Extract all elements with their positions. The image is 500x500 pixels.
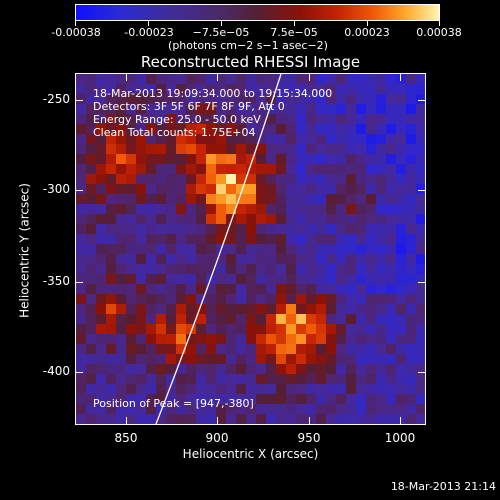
plot-title: Reconstructed RHESSI Image <box>140 53 361 71</box>
y-tick <box>75 372 83 373</box>
rhessi-image <box>76 74 425 424</box>
colorbar-tick-label: 0.00023 <box>344 26 390 39</box>
x-tick <box>400 73 401 81</box>
x-tick <box>126 417 127 425</box>
colorbar-tick <box>221 21 222 26</box>
x-tick <box>309 417 310 425</box>
colorbar-tick <box>367 21 368 26</box>
x-tick-label: 900 <box>205 431 229 445</box>
x-tick <box>217 73 218 81</box>
colorbar-units: (photons cm−2 s−1 asec−2) <box>168 39 328 52</box>
annotation-peak: Position of Peak = [947,-380] <box>93 397 254 410</box>
colorbar-tick-label: −7.5e−05 <box>192 26 250 39</box>
colorbar <box>75 4 440 21</box>
x-tick <box>126 73 127 81</box>
y-tick <box>75 100 83 101</box>
annotation-clean: Clean Total counts: 1.75E+04 <box>93 126 256 139</box>
footer-timestamp: 18-Mar-2013 21:14 <box>390 480 496 493</box>
y-tick-label: -250 <box>42 92 70 106</box>
solar-limb-line <box>155 74 282 424</box>
y-tick <box>75 190 83 191</box>
x-tick <box>400 417 401 425</box>
y-tick <box>418 190 426 191</box>
y-tick <box>75 282 83 283</box>
colorbar-tick <box>439 21 440 26</box>
y-tick-label: -400 <box>42 364 70 378</box>
colorbar-tick-label: 7.5e−05 <box>270 26 318 39</box>
colorbar-tick-label: 0.00038 <box>416 26 462 39</box>
colorbar-tick <box>148 21 149 26</box>
y-tick <box>418 282 426 283</box>
x-tick-label: 850 <box>114 431 138 445</box>
y-tick-label: -350 <box>42 274 70 288</box>
colorbar-tick-label: -0.00023 <box>124 26 174 39</box>
colorbar-tick-label: -0.00038 <box>51 26 101 39</box>
y-tick <box>418 100 426 101</box>
x-axis-label: Heliocentric X (arcsec) <box>182 447 319 461</box>
annotation-energy: Energy Range: 25.0 - 50.0 keV <box>93 113 261 126</box>
x-tick <box>309 73 310 81</box>
colorbar-tick <box>75 21 76 26</box>
y-tick-label: -300 <box>42 182 70 196</box>
colorbar-tick <box>294 21 295 26</box>
plot-area <box>75 73 426 425</box>
x-tick-label: 950 <box>297 431 321 445</box>
annotation-time-range: 18-Mar-2013 19:09:34.000 to 19:15:34.000 <box>93 87 333 100</box>
x-tick-label: 1000 <box>384 431 416 445</box>
x-tick <box>217 417 218 425</box>
y-axis-label: Heliocentric Y (arcsec) <box>17 183 32 318</box>
y-tick <box>418 372 426 373</box>
annotation-detectors: Detectors: 3F 5F 6F 7F 8F 9F, Att 0 <box>93 100 285 113</box>
